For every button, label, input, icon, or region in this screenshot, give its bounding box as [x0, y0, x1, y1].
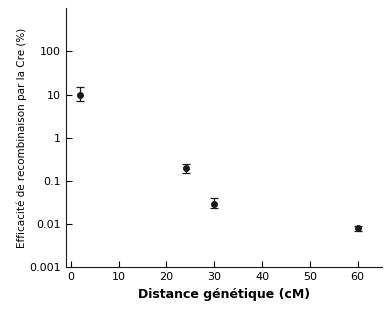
- Y-axis label: Efficacité de recombinaison par la Cre (%): Efficacité de recombinaison par la Cre (…: [16, 28, 27, 248]
- X-axis label: Distance génétique (cM): Distance génétique (cM): [138, 288, 310, 301]
